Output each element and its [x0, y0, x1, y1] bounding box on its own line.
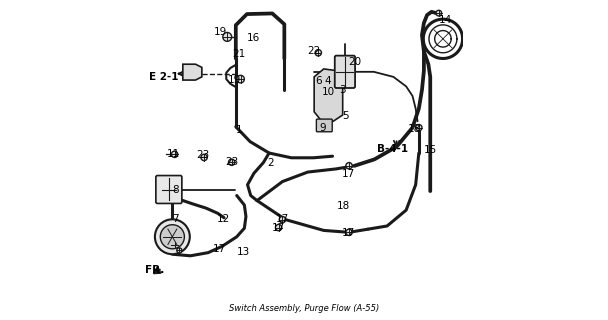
FancyBboxPatch shape	[156, 176, 182, 204]
Text: 6: 6	[315, 76, 322, 86]
Circle shape	[161, 225, 184, 249]
Text: 7: 7	[172, 214, 179, 224]
Text: 11: 11	[167, 149, 180, 159]
Text: 19: 19	[228, 75, 241, 85]
Text: 17: 17	[342, 169, 355, 179]
Text: 20: 20	[348, 57, 361, 67]
Circle shape	[177, 248, 182, 253]
Text: 14: 14	[438, 15, 452, 25]
Text: 2: 2	[268, 158, 274, 168]
Text: 16: 16	[247, 33, 260, 43]
FancyBboxPatch shape	[335, 56, 355, 88]
Text: 18: 18	[408, 124, 421, 134]
Text: 1: 1	[236, 125, 242, 135]
Text: 17: 17	[342, 228, 355, 238]
Circle shape	[436, 10, 441, 16]
Text: Switch Assembly, Purge Flow (A-55): Switch Assembly, Purge Flow (A-55)	[229, 304, 379, 313]
Circle shape	[237, 75, 244, 83]
Text: 19: 19	[214, 27, 227, 36]
Circle shape	[229, 159, 235, 165]
Circle shape	[155, 219, 190, 254]
Text: 4: 4	[325, 76, 331, 86]
Text: 18: 18	[337, 201, 350, 211]
Text: 5: 5	[342, 111, 348, 121]
Circle shape	[315, 50, 322, 56]
Circle shape	[201, 154, 207, 161]
Text: 3: 3	[339, 85, 345, 95]
Circle shape	[346, 163, 352, 169]
Text: 10: 10	[322, 87, 335, 97]
Polygon shape	[183, 64, 202, 80]
Text: 23: 23	[225, 156, 238, 167]
Circle shape	[275, 224, 282, 231]
Text: 21: 21	[232, 49, 246, 59]
Circle shape	[223, 32, 232, 41]
Text: 23: 23	[196, 150, 210, 160]
Circle shape	[416, 124, 422, 131]
Text: E 2-1: E 2-1	[149, 72, 179, 82]
Circle shape	[171, 151, 178, 157]
Text: 13: 13	[237, 247, 250, 257]
FancyBboxPatch shape	[316, 119, 332, 132]
Polygon shape	[314, 69, 343, 121]
Text: 15: 15	[424, 146, 438, 156]
Text: FR.: FR.	[145, 265, 164, 276]
Text: 9: 9	[320, 123, 326, 133]
Text: 17: 17	[213, 244, 227, 254]
Circle shape	[346, 229, 352, 236]
Text: 8: 8	[172, 185, 179, 195]
Text: B-4-1: B-4-1	[376, 144, 408, 154]
Text: 17: 17	[276, 214, 289, 224]
Text: 17: 17	[271, 223, 285, 233]
Circle shape	[279, 216, 286, 223]
Circle shape	[171, 242, 178, 248]
Text: 22: 22	[308, 45, 321, 56]
Text: 12: 12	[216, 214, 230, 224]
